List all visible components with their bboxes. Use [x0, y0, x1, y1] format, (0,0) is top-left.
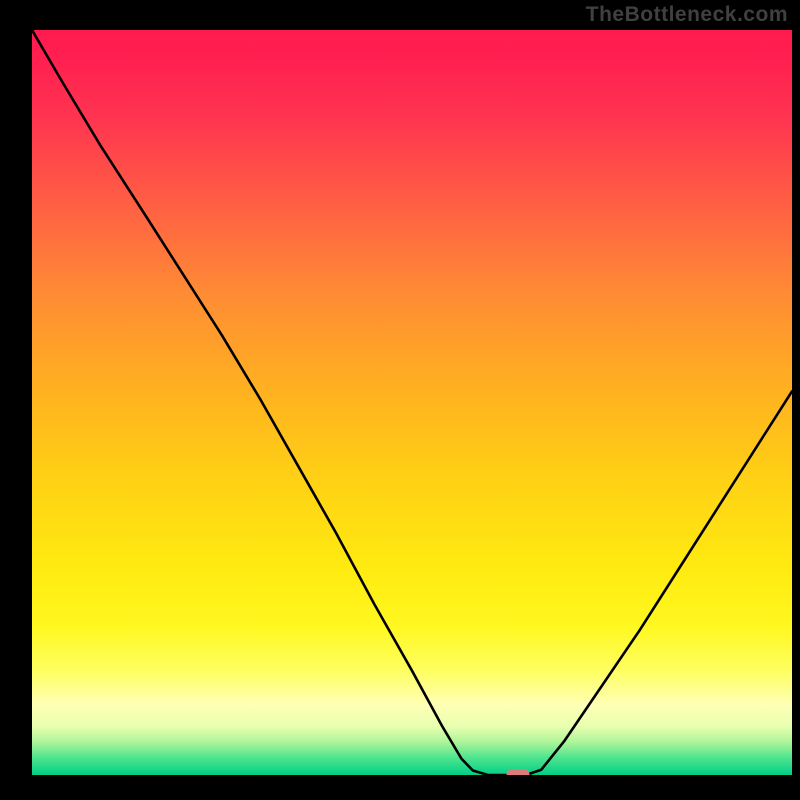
chart-frame: TheBottleneck.com	[0, 0, 800, 800]
bottleneck-curve	[32, 30, 792, 775]
optimal-marker	[507, 769, 530, 775]
watermark-text: TheBottleneck.com	[586, 3, 788, 27]
curve-path	[32, 30, 792, 775]
plot-area	[32, 30, 792, 775]
